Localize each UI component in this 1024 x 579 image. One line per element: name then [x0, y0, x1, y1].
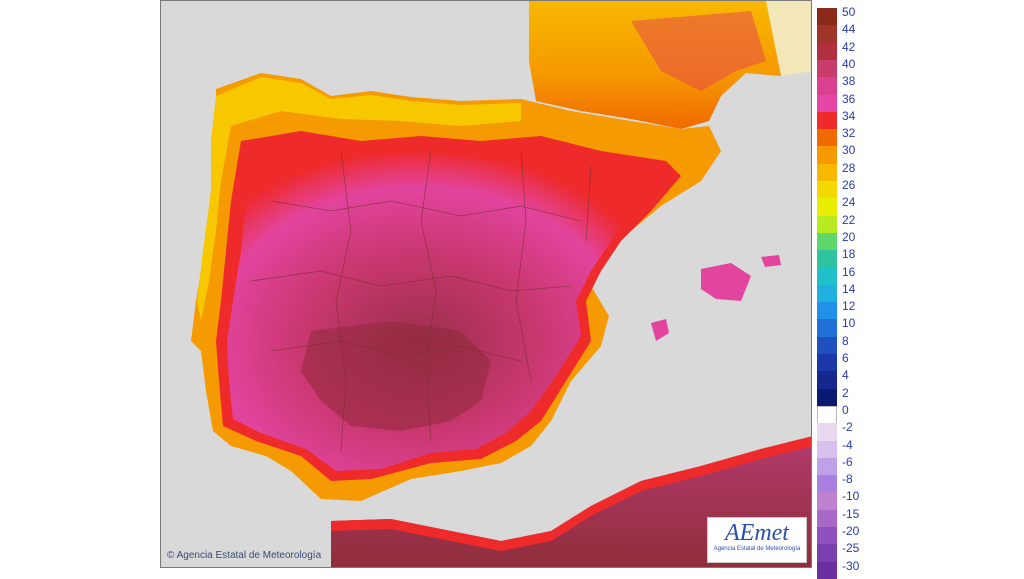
- temperature-map: © Agencia Estatal de Meteorología AEmet …: [160, 0, 812, 568]
- legend-swatch: [817, 405, 837, 424]
- legend-tick-label: 16: [842, 264, 856, 279]
- legend-swatch: [817, 181, 837, 199]
- legend-swatch: [817, 198, 837, 217]
- legend-swatch: [817, 492, 837, 511]
- legend-tick-label: 10: [842, 316, 856, 331]
- legend-tick-label: 44: [842, 22, 856, 37]
- legend-tick-label: 24: [842, 195, 856, 210]
- legend-swatch: [817, 475, 837, 493]
- legend-tick-label: 0: [842, 402, 849, 417]
- legend-swatch: [817, 42, 837, 61]
- northwest-cool-band: [197, 77, 521, 321]
- legend-tick-label: -2: [842, 420, 853, 435]
- legend-tick-label: 6: [842, 351, 849, 365]
- legend-tick-label: 30: [842, 143, 856, 158]
- legend-tick-label: 36: [842, 91, 856, 106]
- legend-tick-label: 22: [842, 212, 856, 227]
- legend-tick-label: 32: [842, 126, 856, 141]
- logo-word: AEmet: [725, 520, 789, 546]
- legend-swatch: [817, 8, 837, 26]
- copyright-text: © Agencia Estatal de Meteorología: [167, 550, 322, 561]
- legend-swatch: [817, 336, 837, 355]
- legend-tick-label: 38: [842, 74, 856, 89]
- legend-tick-label: 34: [842, 108, 856, 123]
- legend-swatch: [817, 59, 837, 78]
- legend-swatch: [817, 129, 837, 147]
- legend-tick-label: -8: [842, 472, 853, 487]
- legend-tick-label: 4: [842, 368, 849, 383]
- legend-swatch: [817, 302, 837, 320]
- legend-swatch: [817, 388, 837, 407]
- legend-tick-label: 40: [842, 56, 856, 71]
- legend-tick-label: -30: [842, 558, 860, 573]
- legend-swatch: [817, 509, 837, 528]
- mallorca: [701, 263, 751, 301]
- legend-swatch: [817, 319, 837, 338]
- legend-swatch: [817, 544, 837, 563]
- legend-tick-label: 50: [842, 5, 856, 19]
- legend-swatch: [817, 163, 837, 182]
- legend-tick-label: -15: [842, 506, 860, 521]
- legend-tick-label: 14: [842, 281, 856, 296]
- legend-tick-label: -4: [842, 437, 853, 452]
- legend-tick-label: 18: [842, 247, 856, 262]
- legend-swatch: [817, 457, 837, 476]
- legend-tick-label: -25: [842, 541, 860, 556]
- legend-swatch: [817, 561, 837, 579]
- ibiza: [651, 319, 669, 341]
- legend-swatch: [817, 371, 837, 390]
- legend-swatch: [817, 440, 837, 459]
- legend-swatch: [817, 232, 837, 251]
- legend-swatch: [817, 267, 837, 286]
- aemet-logo: AEmet Agencia Estatal de Meteorología: [707, 517, 807, 563]
- legend-swatch: [817, 25, 837, 44]
- legend-swatch: [817, 111, 837, 130]
- legend-tick-label: 26: [842, 178, 856, 192]
- legend-swatch: [817, 94, 837, 113]
- province-borders: [250, 150, 592, 452]
- africa-coast-band: [331, 436, 811, 551]
- legend-tick-label: 2: [842, 385, 849, 400]
- legend-swatch: [817, 250, 837, 268]
- legend-tick-label: -6: [842, 454, 853, 469]
- legend-swatch: [817, 146, 837, 165]
- map-canvas: [191, 1, 811, 567]
- legend-tick-label: -20: [842, 524, 860, 538]
- legend-swatch: [817, 215, 837, 234]
- menorca: [761, 255, 781, 267]
- legend-tick-label: 8: [842, 333, 849, 348]
- legend-tick-label: 28: [842, 160, 856, 175]
- legend-swatch: [817, 527, 837, 545]
- legend-swatch: [817, 77, 837, 95]
- legend-swatch: [817, 284, 837, 303]
- temperature-legend: 50 44 42 40 38 36 34 32 30 28 26 24 22 20 18 16 14 12 10 8 6…: [817, 5, 877, 579]
- right-edge-land: [766, 1, 811, 76]
- logo-subtitle: Agencia Estatal de Meteorología: [713, 546, 801, 552]
- legend-swatch: [817, 354, 837, 372]
- legend-tick-label: -10: [842, 489, 860, 504]
- legend-tick-label: 12: [842, 299, 856, 314]
- france-hotspot: [631, 11, 766, 91]
- legend-swatch: [817, 423, 837, 441]
- guadalquivir-hotspot: [301, 321, 491, 431]
- legend-tick-label: 42: [842, 39, 856, 54]
- legend-tick-label: 20: [842, 229, 856, 244]
